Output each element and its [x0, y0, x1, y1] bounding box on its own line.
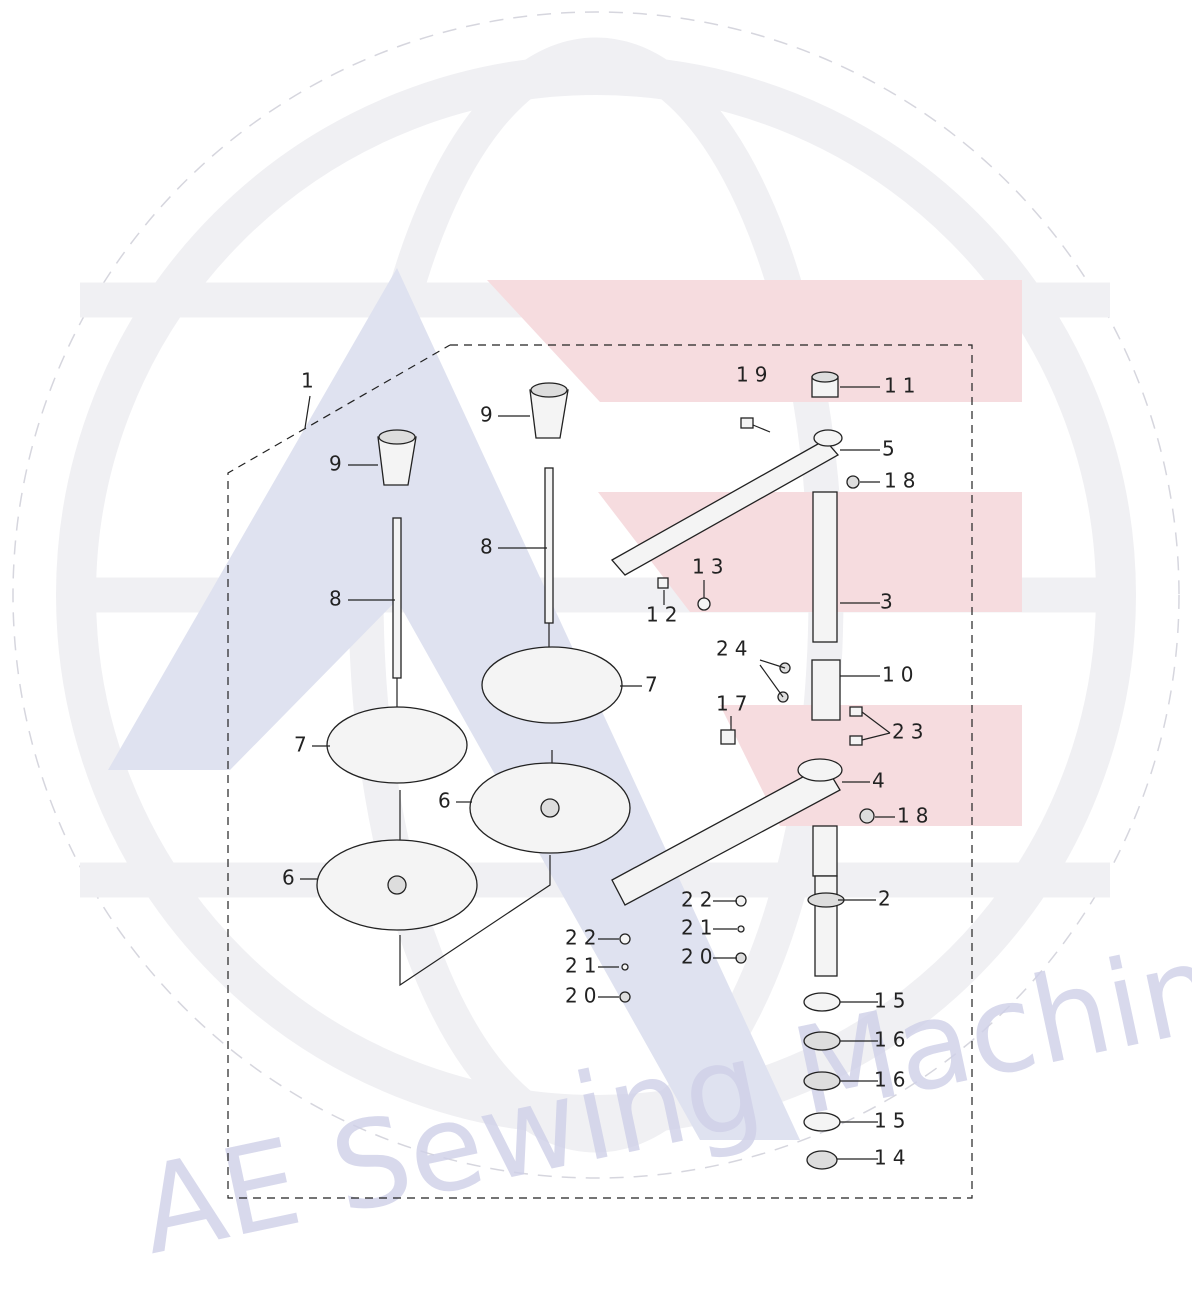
callout: 21 [681, 916, 718, 940]
callout: 10 [882, 663, 919, 687]
callout: 9 [480, 403, 499, 427]
callout: 8 [480, 535, 499, 559]
callout: 22 [565, 926, 602, 950]
callout: 22 [681, 888, 718, 912]
callout: 23 [892, 720, 929, 744]
parts-diagram: AE Sewing Machines [0, 0, 1192, 1308]
callout: 12 [646, 603, 683, 627]
callout: 16 [874, 1068, 911, 1092]
callout: 19 [736, 363, 773, 387]
callout: 18 [884, 469, 921, 493]
callout: 6 [438, 789, 457, 813]
callout: 24 [716, 637, 753, 661]
callout: 15 [874, 1109, 911, 1133]
callout: 15 [874, 989, 911, 1013]
callout: 4 [872, 769, 891, 793]
callout: 14 [874, 1146, 911, 1170]
callout: 20 [681, 945, 718, 969]
callout: 7 [645, 673, 664, 697]
callout: 7 [294, 733, 313, 757]
callout: 13 [692, 555, 729, 579]
watermark-logo: AE Sewing Machines [13, 12, 1192, 1282]
callout: 18 [897, 804, 934, 828]
callout: 3 [880, 590, 899, 614]
callout: 9 [329, 452, 348, 476]
callout: 21 [565, 954, 602, 978]
callout: 11 [884, 374, 921, 398]
callout: 17 [716, 692, 753, 716]
callout: 6 [282, 866, 301, 890]
callout: 1 [301, 369, 320, 393]
callout: 20 [565, 984, 602, 1008]
callout: 16 [874, 1028, 911, 1052]
callout: 8 [329, 587, 348, 611]
callout: 2 [878, 887, 897, 911]
callout: 5 [882, 437, 901, 461]
